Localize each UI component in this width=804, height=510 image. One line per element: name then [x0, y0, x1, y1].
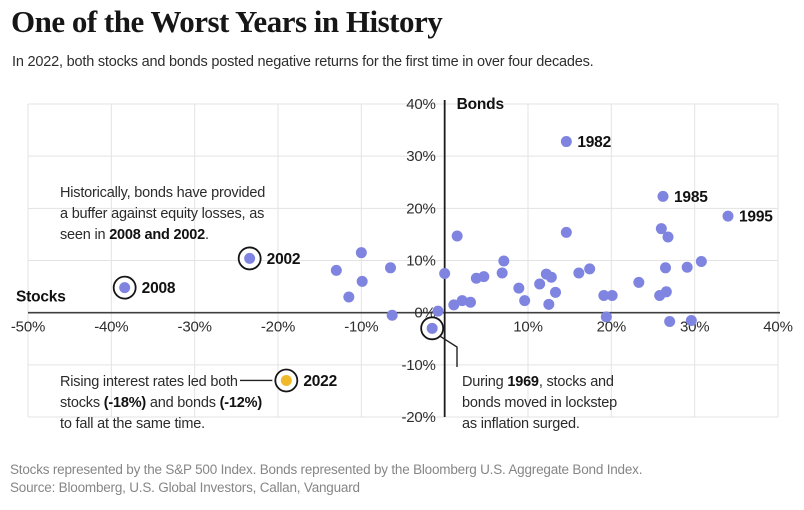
x-tick-label: -30%	[178, 319, 212, 336]
data-point	[343, 291, 355, 303]
x-tick-label: -10%	[344, 319, 378, 336]
data-point	[386, 309, 398, 321]
data-point	[432, 305, 444, 317]
x-tick-label: 10%	[513, 319, 542, 336]
data-point	[545, 271, 557, 283]
data-point	[478, 271, 490, 283]
data-point	[573, 267, 585, 279]
annotation-1969-lockstep: During 1969, stocks and bonds moved in lo…	[462, 374, 617, 432]
point-year-label: 1985	[674, 189, 708, 206]
data-point	[633, 276, 645, 288]
y-tick-label: -20%	[401, 409, 435, 426]
data-point	[513, 282, 525, 294]
data-point	[660, 286, 672, 298]
data-point	[519, 295, 531, 307]
data-point	[119, 282, 131, 294]
data-point	[498, 255, 510, 267]
data-point	[655, 223, 667, 235]
y-tick-label: 20%	[406, 200, 435, 217]
data-point	[600, 311, 612, 323]
data-point	[560, 136, 572, 148]
data-point	[550, 286, 561, 298]
data-point	[543, 298, 555, 310]
data-point	[660, 262, 671, 274]
data-point	[606, 289, 618, 301]
data-point	[465, 296, 476, 308]
data-point	[356, 275, 368, 287]
data-point	[534, 278, 546, 290]
data-point	[662, 231, 674, 243]
data-point	[657, 190, 669, 202]
data-point	[560, 226, 572, 238]
x-tick-label: -50%	[11, 319, 45, 336]
x-tick-label: -40%	[94, 319, 128, 336]
data-point	[439, 268, 451, 280]
x-tick-label: 40%	[763, 319, 792, 336]
data-point	[244, 252, 256, 264]
data-point	[685, 314, 697, 326]
point-year-label: 1982	[577, 134, 611, 151]
data-point	[695, 256, 707, 268]
data-point	[355, 247, 367, 259]
data-point	[584, 263, 596, 275]
y-tick-label: 40%	[406, 96, 435, 113]
y-axis-title: Bonds	[457, 96, 504, 113]
data-point	[451, 230, 463, 242]
data-point	[385, 262, 396, 274]
data-point	[681, 261, 693, 273]
point-year-label: 2008	[142, 280, 176, 297]
y-tick-label: 10%	[406, 253, 435, 270]
chart-subtitle: In 2022, both stocks and bonds posted ne…	[12, 54, 594, 70]
data-point	[448, 299, 460, 311]
page-title: One of the Worst Years in History	[11, 4, 443, 39]
y-tick-label: -10%	[401, 357, 435, 374]
data-point	[456, 295, 468, 307]
data-point	[426, 322, 438, 334]
point-year-label: 2002	[267, 251, 301, 268]
data-point	[664, 316, 676, 328]
annotation-bond-buffer: Historically, bonds have provided a buffe…	[60, 185, 266, 243]
connector-1969	[439, 335, 458, 367]
x-tick-label: 20%	[597, 319, 626, 336]
data-point	[722, 210, 734, 222]
annotation-2022-rates: Rising interest rates led both stocks (-…	[60, 374, 262, 432]
data-point	[330, 264, 342, 276]
data-point	[280, 374, 292, 386]
x-axis-title: Stocks	[16, 289, 66, 306]
point-year-label: 2022	[303, 373, 337, 390]
data-point	[598, 289, 610, 301]
footnote-source: Source: Bloomberg, U.S. Global Investors…	[10, 480, 360, 495]
y-tick-label: 30%	[406, 148, 435, 165]
chart-footer: Stocks represented by the S&P 500 Index.…	[10, 461, 642, 497]
data-point	[496, 267, 508, 279]
footnote-indices: Stocks represented by the S&P 500 Index.…	[10, 462, 643, 477]
x-tick-label: -20%	[261, 319, 295, 336]
point-year-label: 1995	[739, 209, 773, 226]
